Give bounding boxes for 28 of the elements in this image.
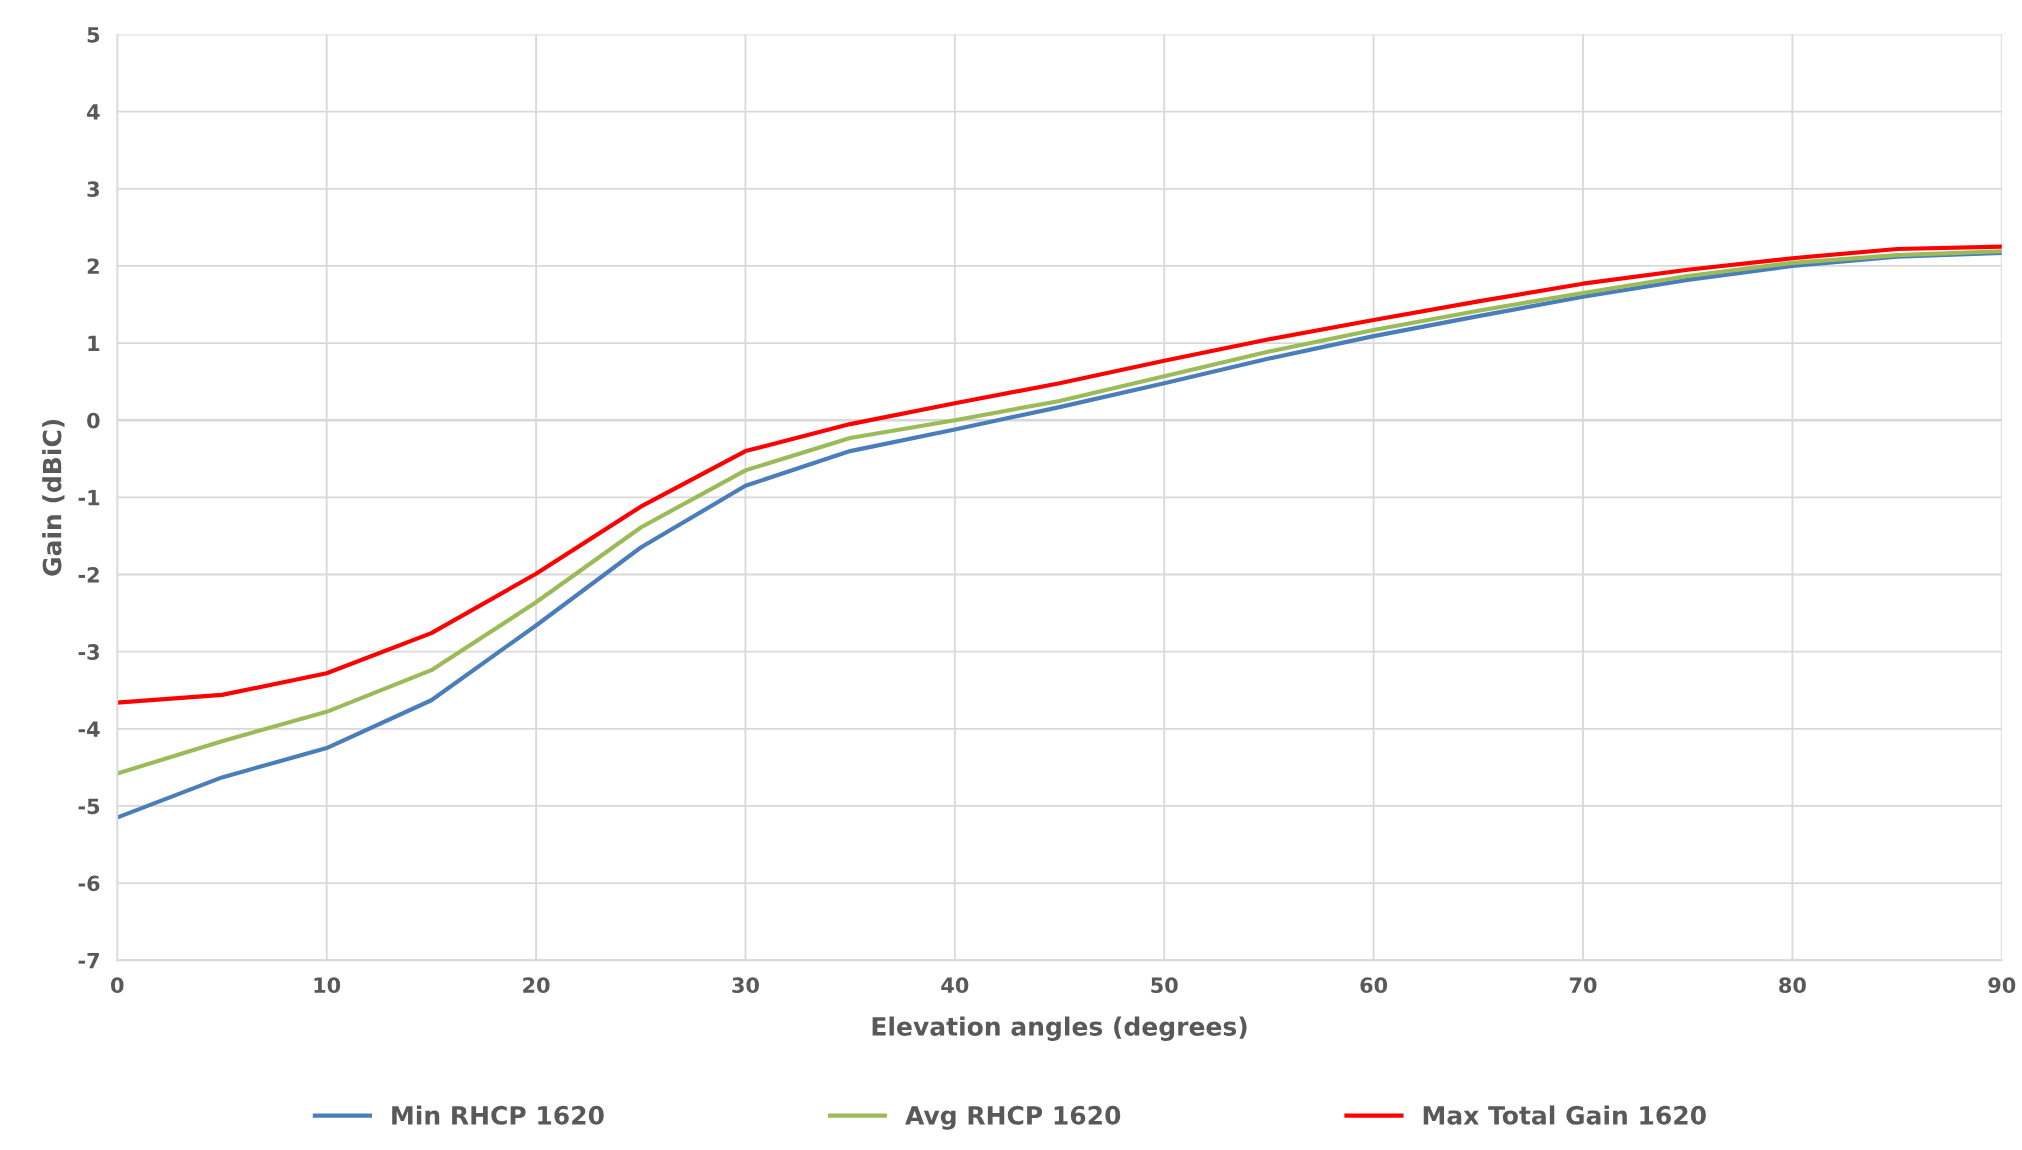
legend-label: Avg RHCP 1620 xyxy=(905,1105,1121,1130)
y-tick-label: -1 xyxy=(78,490,100,506)
x-tick-label: 10 xyxy=(314,977,341,994)
y-tick-label: 3 xyxy=(87,181,99,197)
y-tick-label: 0 xyxy=(87,412,100,429)
x-tick-label: 0 xyxy=(111,977,124,994)
x-axis-title: Elevation angles (degrees) xyxy=(872,1016,1247,1041)
y-tick-label: -7 xyxy=(78,952,99,969)
x-tick-label: 60 xyxy=(1360,977,1388,994)
y-tick-label: 2 xyxy=(87,258,99,274)
x-tick-label: 20 xyxy=(523,977,550,994)
y-tick-label: -3 xyxy=(78,644,99,660)
y-tick-label: -5 xyxy=(78,798,100,815)
y-tick-label: 5 xyxy=(87,27,100,43)
x-tick-label: 70 xyxy=(1569,977,1597,994)
x-tick-label: 80 xyxy=(1779,977,1806,994)
y-tick-label: 4 xyxy=(87,104,100,120)
y-tick-label: -4 xyxy=(78,721,100,737)
x-tick-label: 90 xyxy=(1988,977,2016,994)
x-tick-label: 40 xyxy=(941,977,969,994)
legend-label: Max Total Gain 1620 xyxy=(1423,1105,1706,1125)
x-tick-label: 30 xyxy=(732,977,759,994)
legend-label: Min RHCP 1620 xyxy=(392,1105,604,1125)
y-tick-label: -2 xyxy=(78,566,99,583)
y-tick-label: -6 xyxy=(78,875,100,892)
y-axis-title: Gain (dBiC) xyxy=(42,419,65,576)
y-tick-label: 1 xyxy=(88,335,100,351)
x-tick-label: 50 xyxy=(1151,977,1178,994)
